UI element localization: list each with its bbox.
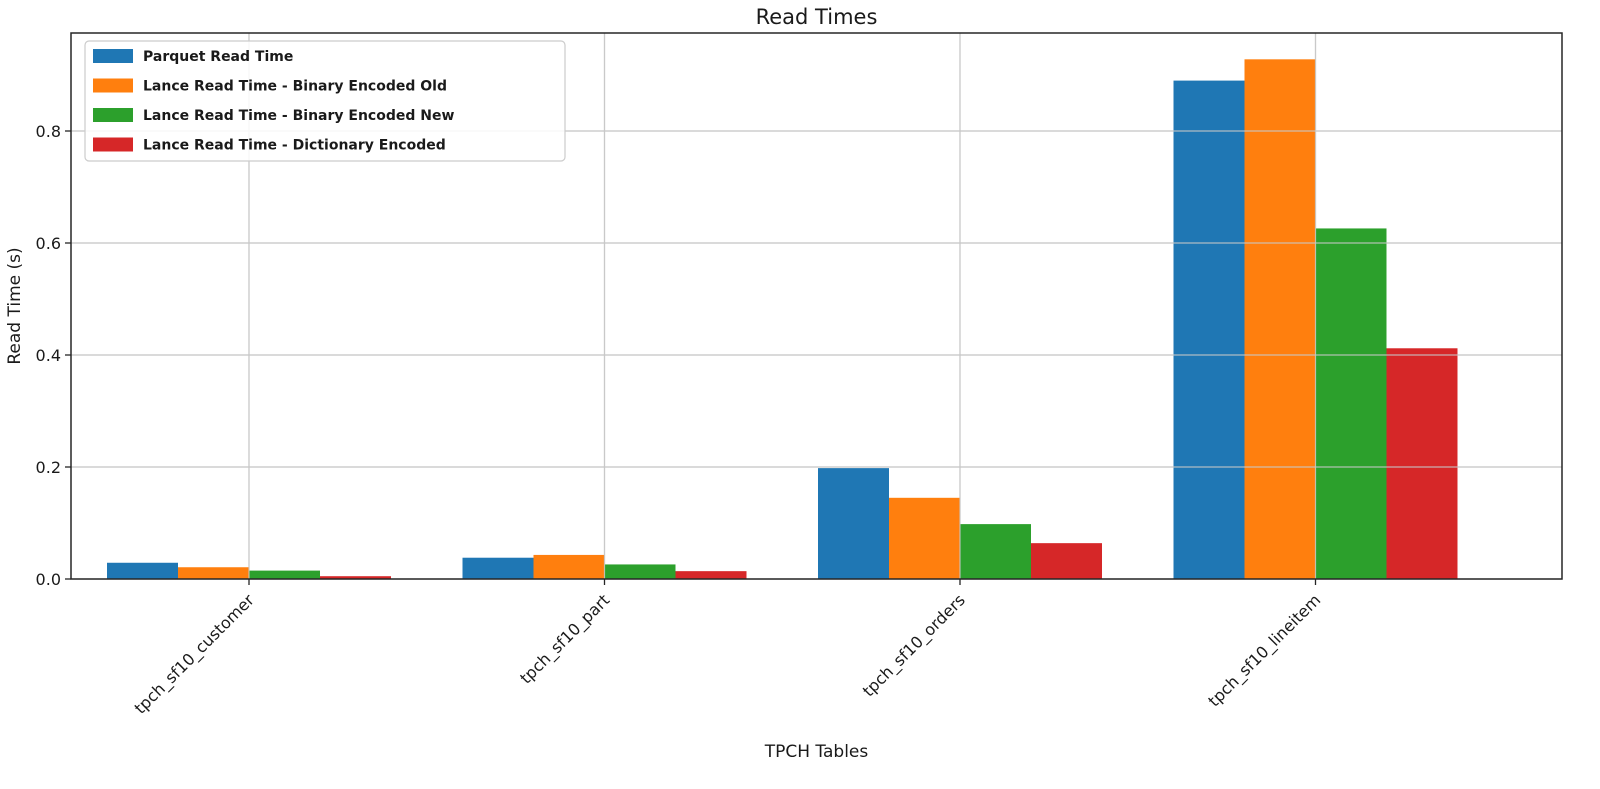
legend-box xyxy=(84,40,566,162)
bar-2-2 xyxy=(960,524,1031,579)
y-tick-label: 0.4 xyxy=(36,346,61,365)
bar-0-1 xyxy=(462,557,534,579)
y-tick-label: 0.0 xyxy=(36,570,61,589)
bar-1-2 xyxy=(889,497,960,579)
x-axis-label: TPCH Tables xyxy=(764,742,869,762)
chart-title: Read Times xyxy=(756,5,878,29)
legend-swatch xyxy=(93,137,133,152)
bar-2-3 xyxy=(1315,228,1387,579)
plot-border xyxy=(70,32,1563,580)
bar-0-0 xyxy=(107,562,178,579)
y-tick-label: 0.6 xyxy=(36,234,61,253)
x-tick-label: tpch_sf10_part xyxy=(516,590,614,688)
bar-3-1 xyxy=(675,571,747,579)
x-tick-label: tpch_sf10_orders xyxy=(859,590,970,701)
x-axis-ticks: tpch_sf10_customer tpch_sf10_part tpch_sf1… xyxy=(131,579,1325,718)
bar-1-0 xyxy=(178,567,249,579)
legend-label: Lance Read Time - Binary Encoded New xyxy=(143,108,454,124)
bar-2-0 xyxy=(249,570,320,579)
y-tick-label: 0.8 xyxy=(36,122,61,141)
legend-label: Lance Read Time - Binary Encoded Old xyxy=(143,79,447,95)
x-tick-label: tpch_sf10_lineitem xyxy=(1204,590,1325,711)
bar-1-3 xyxy=(1244,59,1316,579)
legend-swatch xyxy=(93,108,133,122)
bar-3-2 xyxy=(1031,543,1102,579)
bar-3-0 xyxy=(320,576,391,579)
y-axis-label: Read Time (s) xyxy=(5,247,25,364)
y-axis-ticks: 0.0 0.2 0.4 0.6 0.8 xyxy=(36,122,71,589)
x-tick-label: tpch_sf10_customer xyxy=(131,590,259,718)
legend: Parquet Read Time Lance Read Time - Binar… xyxy=(84,40,566,162)
plot-frame xyxy=(70,32,1563,580)
legend-swatch xyxy=(93,78,133,93)
legend-label: Parquet Read Time xyxy=(143,49,293,65)
bar-3-3 xyxy=(1386,348,1458,579)
y-tick-label: 0.2 xyxy=(36,458,61,477)
legend-label: Lance Read Time - Dictionary Encoded xyxy=(143,138,446,154)
bars xyxy=(71,33,1562,579)
legend-swatch xyxy=(93,49,133,63)
bar-0-2 xyxy=(818,468,889,579)
bar-0-3 xyxy=(1173,80,1245,579)
bar-2-1 xyxy=(604,564,676,579)
bar-1-1 xyxy=(533,554,605,579)
